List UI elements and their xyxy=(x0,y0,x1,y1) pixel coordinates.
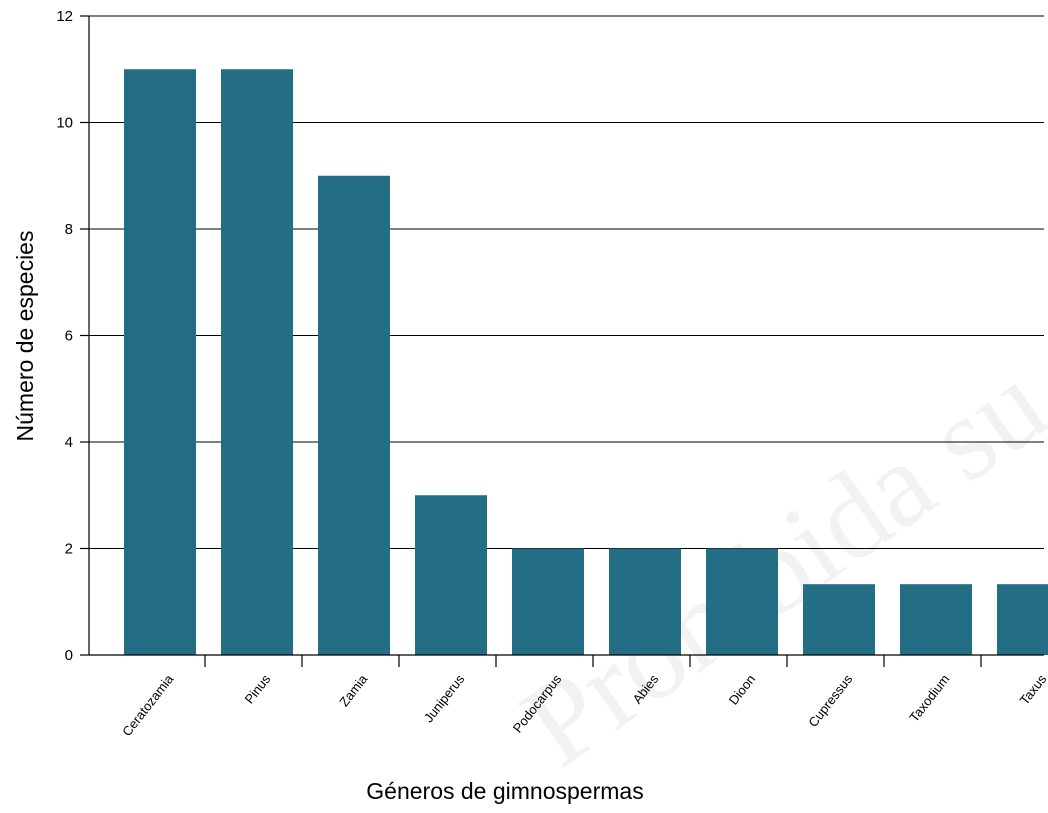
y-axis-ticks: 0 2 4 6 8 10 12 xyxy=(56,8,89,664)
bar xyxy=(221,69,293,655)
y-tick-label: 6 xyxy=(65,328,73,345)
y-tick-label: 0 xyxy=(65,647,73,664)
y-tick-label: 10 xyxy=(56,115,73,132)
y-tick-label: 12 xyxy=(56,8,73,25)
x-tick-label: Juniperus xyxy=(421,671,468,725)
bar xyxy=(609,548,681,655)
bar xyxy=(900,584,972,655)
bar xyxy=(124,69,196,655)
x-tick-label: Taxodium xyxy=(906,672,952,725)
x-tick-label: Pinus xyxy=(242,671,274,706)
x-axis-title: Géneros de gimnospermas xyxy=(366,778,643,804)
y-axis-title: Número de especies xyxy=(12,231,38,442)
y-tick-label: 4 xyxy=(65,434,73,451)
x-tick-label: Zamia xyxy=(336,671,371,709)
bars xyxy=(124,69,1048,655)
x-tick-label: Ceratozamia xyxy=(119,671,177,739)
bar xyxy=(415,495,487,655)
y-tick-label: 2 xyxy=(65,541,73,558)
x-tick-label: Cupressus xyxy=(805,671,855,730)
bar xyxy=(803,584,875,655)
bar xyxy=(512,548,584,655)
y-tick-label: 8 xyxy=(65,221,73,238)
bar xyxy=(706,548,778,655)
x-tick-label: Taxus xyxy=(1017,671,1048,707)
bar xyxy=(997,584,1048,655)
bar xyxy=(318,175,390,655)
